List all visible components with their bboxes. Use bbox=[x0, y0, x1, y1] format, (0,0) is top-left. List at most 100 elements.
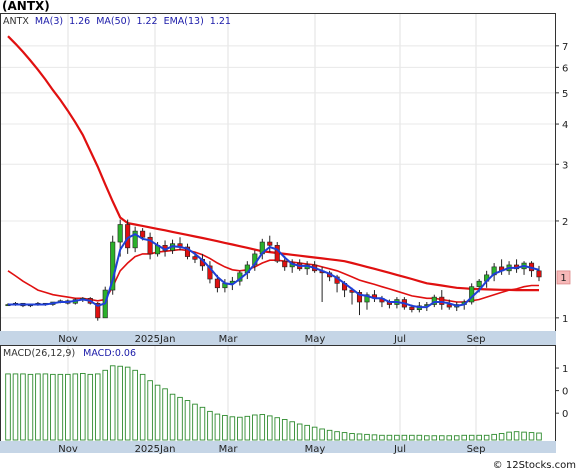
candle-body bbox=[140, 230, 146, 238]
macd-bar bbox=[229, 416, 236, 441]
macd-bar bbox=[222, 414, 228, 441]
macd-bar bbox=[20, 373, 26, 441]
x-tick-label: Mar bbox=[219, 334, 239, 345]
macd-bar bbox=[65, 373, 71, 441]
macd-bar bbox=[12, 373, 19, 441]
x-tick-label: Nov bbox=[58, 444, 78, 455]
macd-bar bbox=[94, 373, 101, 441]
legend-entry: 1.26 bbox=[69, 16, 90, 27]
macd-bar bbox=[132, 369, 138, 441]
candle-body bbox=[110, 241, 116, 291]
macd-y-tick-label: 0 bbox=[562, 387, 568, 398]
macd-bar bbox=[326, 429, 333, 441]
macd-bar bbox=[27, 373, 34, 441]
macd-y-tick-label: 0 bbox=[562, 409, 568, 420]
y-tick-label: 7 bbox=[562, 42, 568, 53]
macd-bar bbox=[461, 434, 467, 441]
macd-bar bbox=[214, 413, 221, 441]
macd-legend: MACD(26,12,9) MACD:0.06 bbox=[3, 348, 136, 359]
macd-bar bbox=[5, 373, 11, 441]
y-tick-label: 3 bbox=[562, 160, 568, 171]
macd-bar bbox=[102, 369, 108, 441]
macd-bar bbox=[491, 433, 497, 441]
macd-bar bbox=[50, 373, 56, 441]
macd-bar bbox=[424, 435, 430, 441]
macd-bar bbox=[184, 400, 191, 441]
macd-bar bbox=[304, 424, 310, 441]
macd-bar bbox=[394, 434, 400, 441]
candle-body bbox=[184, 246, 191, 257]
macd-bar bbox=[139, 373, 146, 441]
macd-bar bbox=[154, 384, 161, 441]
candle-body bbox=[267, 241, 273, 246]
macd-bar bbox=[364, 433, 370, 441]
macd-bar bbox=[57, 373, 64, 441]
legend-entry: MACD:0.06 bbox=[83, 348, 136, 359]
y-tick-label: 1 bbox=[562, 314, 568, 325]
title: (ANTX) bbox=[2, 0, 50, 13]
macd-bar bbox=[498, 433, 505, 441]
macd-bar bbox=[87, 373, 94, 441]
candle-body bbox=[147, 236, 153, 255]
macd-bar bbox=[446, 435, 453, 441]
candle-body bbox=[356, 292, 363, 303]
macd-bar bbox=[109, 365, 116, 441]
candle-body bbox=[192, 256, 198, 260]
macd-bar bbox=[453, 435, 460, 441]
x-tick-label: Sep bbox=[467, 334, 486, 345]
legend-entry: 1.22 bbox=[136, 16, 157, 27]
candle-body bbox=[446, 304, 452, 308]
macd-bar bbox=[117, 365, 123, 441]
legend-entry: ANTX bbox=[3, 16, 29, 27]
macd-bar bbox=[72, 373, 79, 441]
legend-entry: MA(50) bbox=[96, 16, 130, 27]
macd-bar bbox=[513, 431, 520, 441]
y-tick-label: 6 bbox=[562, 63, 568, 74]
macd-bar bbox=[147, 380, 153, 441]
macd-bar bbox=[252, 414, 258, 441]
y-tick-label: 4 bbox=[562, 120, 568, 131]
candle-body bbox=[117, 224, 123, 243]
price-legend: ANTX MA(3) 1.26 MA(50) 1.22 EMA(13) 1.21 bbox=[3, 16, 231, 27]
macd-bar bbox=[124, 366, 131, 441]
macd-bar bbox=[42, 373, 49, 441]
x-tick-label: May bbox=[305, 334, 326, 345]
macd-bar bbox=[536, 432, 542, 441]
candle-body bbox=[431, 296, 437, 305]
x-tick-label: Sep bbox=[467, 444, 486, 455]
macd-bar bbox=[483, 434, 490, 441]
macd-bar bbox=[281, 419, 288, 441]
macd-bar bbox=[356, 433, 363, 441]
macd-bar bbox=[439, 435, 445, 441]
macd-bar bbox=[386, 434, 393, 441]
macd-bar bbox=[207, 410, 213, 441]
macd-bar bbox=[266, 415, 273, 441]
macd-bar bbox=[416, 434, 423, 441]
macd-bar bbox=[334, 431, 340, 441]
candle-body bbox=[207, 265, 213, 280]
macd-bar bbox=[341, 432, 348, 441]
macd-bar bbox=[259, 414, 266, 441]
date-axis-band-top bbox=[0, 331, 556, 345]
x-tick-label: Jul bbox=[393, 334, 406, 345]
x-tick-label: 2025Jan bbox=[135, 444, 176, 455]
macd-bar bbox=[274, 417, 281, 441]
legend-entry: 1.21 bbox=[210, 16, 231, 27]
candle-body bbox=[282, 260, 288, 268]
candle-body bbox=[274, 245, 280, 262]
y-tick-label: 5 bbox=[562, 89, 568, 100]
macd-bar bbox=[80, 373, 86, 441]
copyright: © 12Stocks.com bbox=[492, 460, 576, 471]
macd-bar bbox=[401, 434, 408, 441]
legend-entry: MA(3) bbox=[35, 16, 63, 27]
macd-bar bbox=[311, 426, 318, 441]
candle-body bbox=[409, 306, 415, 311]
x-tick-label: 2025Jan bbox=[135, 334, 176, 345]
candle-body bbox=[476, 280, 482, 287]
x-tick-label: Jul bbox=[393, 444, 406, 455]
legend-entry: EMA(13) bbox=[164, 16, 204, 27]
candle-body bbox=[95, 302, 101, 319]
legend-entry: MACD(26,12,9) bbox=[3, 348, 75, 359]
macd-bar bbox=[237, 416, 243, 441]
